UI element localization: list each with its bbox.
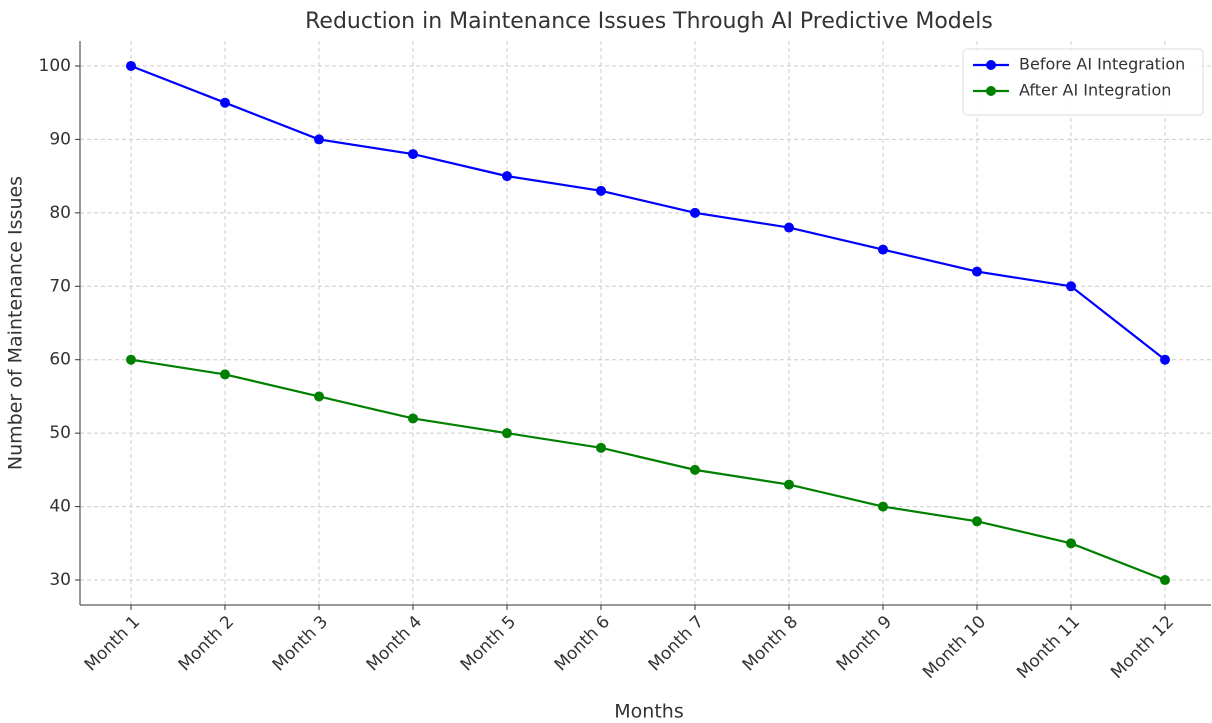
x-tick-label: Month 11 — [1013, 612, 1084, 683]
data-point — [502, 171, 512, 182]
legend-label: Before AI Integration — [1019, 55, 1185, 74]
data-point — [220, 369, 230, 380]
x-axis-label: Months — [614, 701, 683, 723]
legend-marker — [986, 60, 996, 70]
data-point — [784, 479, 794, 490]
y-tick-label: 80 — [49, 203, 71, 223]
data-point — [1160, 575, 1170, 586]
x-tick-label: Month 4 — [363, 612, 426, 675]
chart-title: Reduction in Maintenance Issues Through … — [305, 9, 993, 34]
y-tick-label: 60 — [49, 350, 71, 370]
y-tick-label: 50 — [49, 423, 71, 443]
data-point — [1066, 538, 1076, 549]
y-tick-label: 30 — [49, 570, 71, 590]
x-tick-label: Month 10 — [919, 612, 990, 683]
y-tick-label: 40 — [49, 497, 71, 517]
x-tick-label: Month 9 — [833, 612, 896, 675]
legend-marker — [986, 86, 996, 96]
data-point — [690, 207, 700, 218]
x-tick-label: Month 8 — [739, 612, 802, 675]
data-point — [878, 244, 888, 255]
x-tick-label: Month 12 — [1107, 612, 1178, 683]
data-point — [1160, 354, 1170, 365]
x-tick-label: Month 1 — [81, 612, 144, 675]
data-point — [408, 149, 418, 160]
legend-label: After AI Integration — [1019, 81, 1171, 100]
data-point — [690, 464, 700, 475]
data-point — [878, 501, 888, 512]
y-tick-label: 70 — [49, 276, 71, 296]
y-tick-label: 90 — [49, 129, 71, 149]
data-point — [502, 428, 512, 439]
x-tick-label: Month 5 — [457, 612, 520, 675]
x-tick-label: Month 3 — [269, 612, 332, 675]
x-tick-label: Month 2 — [175, 612, 238, 675]
data-point — [972, 266, 982, 277]
data-point — [972, 516, 982, 527]
data-point — [1066, 281, 1076, 292]
data-point — [126, 60, 136, 71]
x-tick-label: Month 7 — [645, 612, 708, 675]
series-line — [130, 358, 1166, 582]
data-point — [596, 442, 606, 453]
data-point — [408, 413, 418, 424]
data-point — [314, 391, 324, 402]
series-line — [130, 64, 1166, 361]
x-tick-label: Month 6 — [551, 612, 614, 675]
data-point — [596, 185, 606, 196]
data-point — [314, 134, 324, 145]
y-axis-label: Number of Maintenance Issues — [5, 176, 27, 470]
y-tick-label: 100 — [39, 56, 71, 76]
data-point — [126, 354, 136, 365]
data-point — [220, 97, 230, 108]
legend-box — [962, 48, 1204, 116]
data-point — [784, 222, 794, 233]
